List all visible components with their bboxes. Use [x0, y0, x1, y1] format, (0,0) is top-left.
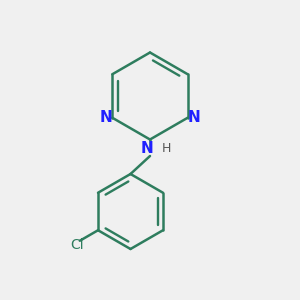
Text: N: N [141, 141, 153, 156]
Text: Cl: Cl [70, 238, 84, 252]
Text: N: N [99, 110, 112, 125]
Text: N: N [188, 110, 201, 125]
Text: H: H [162, 142, 171, 155]
